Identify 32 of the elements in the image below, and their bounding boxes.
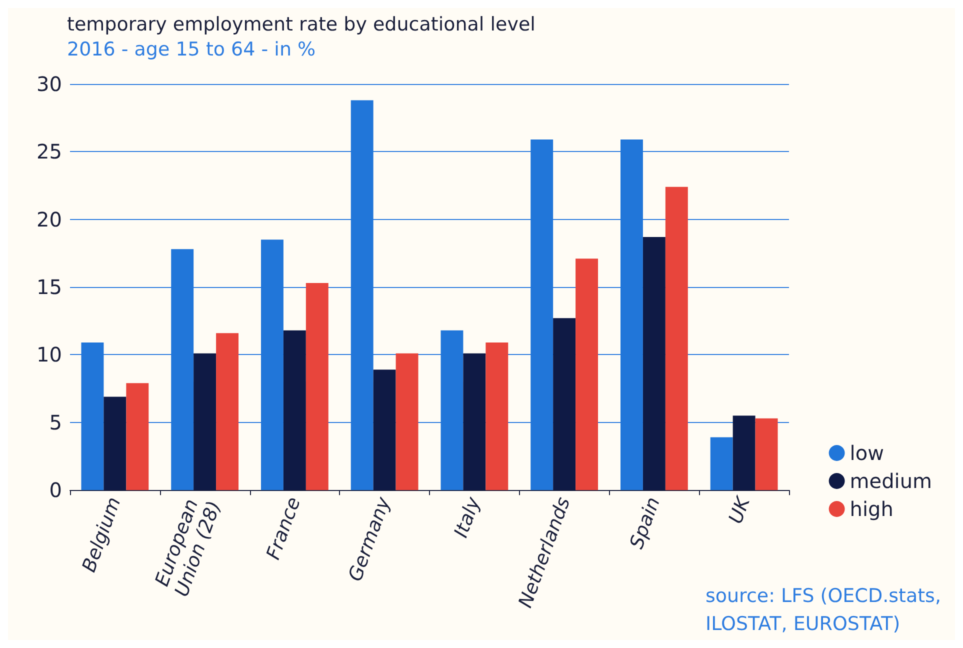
bar	[306, 282, 328, 490]
bar	[530, 140, 554, 490]
bar	[755, 418, 778, 490]
legend-label: medium	[850, 469, 932, 493]
y-tick-label: 25	[36, 140, 62, 164]
chart-title: temporary employment rate by educational level	[67, 14, 536, 36]
bar	[216, 333, 239, 490]
bar	[710, 437, 733, 490]
bar	[576, 258, 598, 490]
y-tick-label: 15	[36, 275, 62, 300]
chart-subtitle: 2016 - age 15 to 64 - in %	[67, 38, 316, 60]
y-tick-label: 20	[36, 207, 62, 232]
legend-label: low	[850, 441, 884, 465]
x-tick-label: Italy	[450, 494, 486, 541]
bar	[126, 383, 149, 490]
bar	[620, 140, 643, 490]
source-note: source: LFS (OECD.stats, ILOSTAT, EUROSTAT)	[705, 585, 942, 635]
legend-label: high	[850, 497, 894, 521]
y-tick-label: 30	[36, 72, 62, 96]
bar	[440, 330, 464, 490]
y-tick-label: 10	[36, 342, 62, 367]
bar	[350, 100, 374, 490]
bar	[260, 240, 284, 490]
bar	[396, 353, 418, 490]
bar	[171, 249, 194, 490]
bar	[81, 342, 104, 490]
bar	[486, 342, 508, 490]
y-tick-label: 0	[49, 478, 62, 502]
bar	[665, 186, 688, 490]
y-tick-label: 5	[49, 410, 62, 434]
x-tick-label: UK	[724, 492, 755, 527]
x-tick-label: Spain	[626, 494, 665, 552]
